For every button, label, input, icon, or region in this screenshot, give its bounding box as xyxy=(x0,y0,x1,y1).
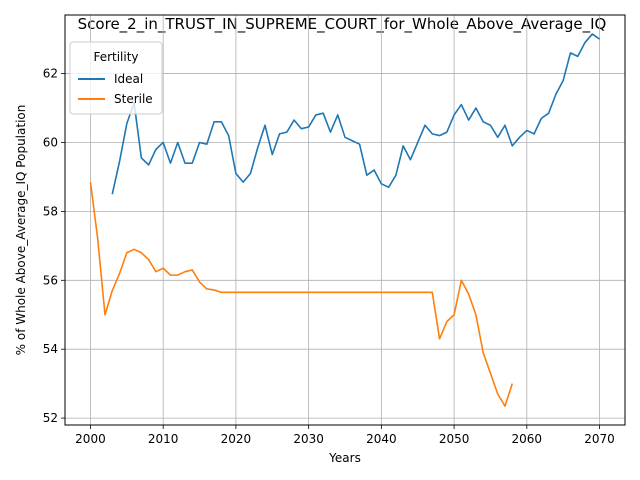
x-tick-label: 2010 xyxy=(148,432,179,446)
y-tick-label: 62 xyxy=(43,67,58,81)
x-tick-label: 2020 xyxy=(221,432,252,446)
x-tick-label: 2070 xyxy=(584,432,615,446)
x-tick-label: 2050 xyxy=(439,432,470,446)
plot-frame xyxy=(64,14,626,426)
x-tick-label: 2000 xyxy=(75,432,106,446)
x-tick-label: 2030 xyxy=(293,432,324,446)
y-tick-label: 60 xyxy=(43,135,58,149)
x-ticks: 2000 2010 2020 2030 2040 2050 2060 2070 xyxy=(75,425,615,446)
legend-label-sterile: Sterile xyxy=(114,92,153,106)
series-lines xyxy=(89,33,601,407)
x-axis-label: Years xyxy=(328,451,361,465)
y-axis-label: % of Whole Above_Average_IQ Population xyxy=(14,105,28,356)
y-tick-label: 52 xyxy=(43,411,58,425)
legend-box xyxy=(69,41,163,115)
grid-lines xyxy=(65,15,625,425)
legend: Fertility Ideal Sterile xyxy=(69,41,163,115)
chart-title: Score_2_in_TRUST_IN_SUPREME_COURT_for_Wh… xyxy=(78,15,607,34)
y-tick-label: 56 xyxy=(43,273,58,287)
y-tick-label: 58 xyxy=(43,204,58,218)
x-tick-label: 2040 xyxy=(366,432,397,446)
legend-label-ideal: Ideal xyxy=(114,72,143,86)
y-tick-label: 54 xyxy=(43,342,58,356)
series-line-ideal xyxy=(111,33,601,195)
series-line-sterile xyxy=(89,181,514,407)
y-ticks: 52 54 56 58 60 62 xyxy=(43,67,65,425)
legend-title: Fertility xyxy=(93,50,138,64)
x-tick-label: 2060 xyxy=(512,432,543,446)
